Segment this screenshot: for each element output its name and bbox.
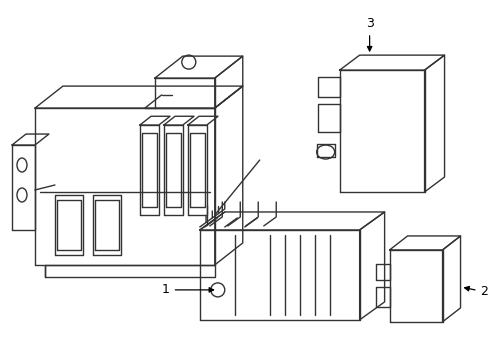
Text: 3: 3 [365, 17, 373, 51]
Text: 1: 1 [162, 283, 213, 296]
Text: 2: 2 [464, 285, 488, 298]
